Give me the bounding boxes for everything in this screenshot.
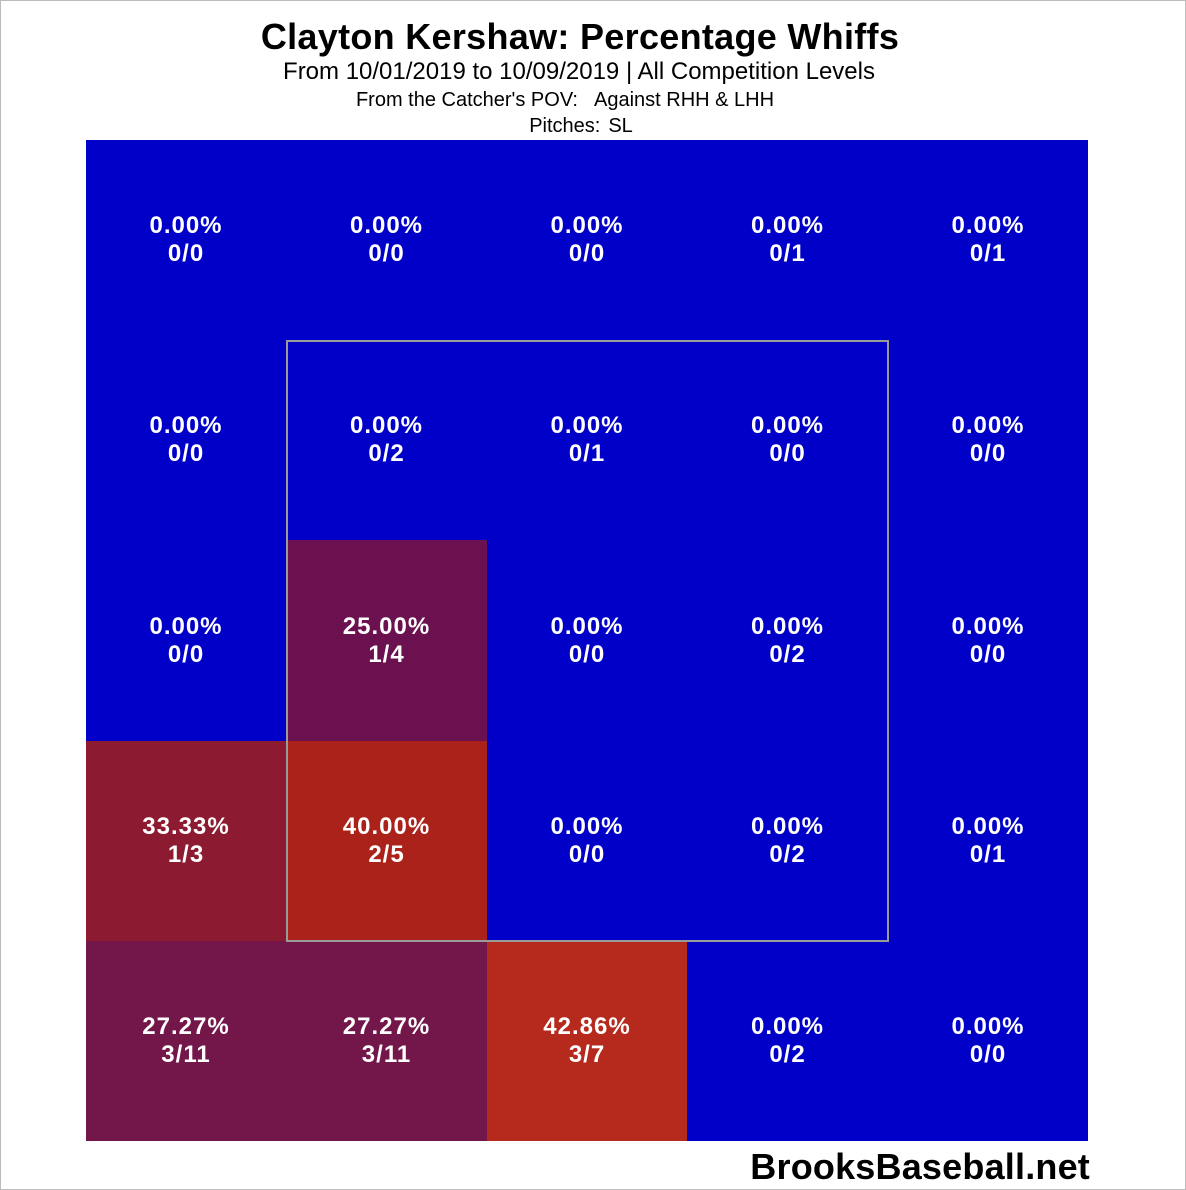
zone-cell-r5-c1: 27.27% 3/11 (86, 941, 286, 1141)
cell-count: 0/1 (969, 240, 1007, 267)
zone-cell-r2-c5: 0.00% 0/0 (888, 340, 1088, 540)
cell-count: 0/2 (769, 841, 806, 868)
cell-percentage: 0.00% (149, 612, 223, 640)
zone-cell-r4-c1: 33.33% 1/3 (86, 741, 286, 941)
cell-percentage: 0.00% (750, 612, 825, 640)
zone-cell-r1-c5: 0.00% 0/1 (888, 140, 1088, 340)
cell-percentage: 0.00% (550, 412, 624, 439)
pitches-value: SL (608, 115, 633, 137)
cell-count: 0/0 (167, 240, 205, 267)
cell-count: 1/4 (368, 640, 405, 668)
cell-count: 0/0 (769, 440, 806, 467)
cell-percentage: 27.27% (342, 1013, 431, 1040)
cell-count: 0/0 (969, 640, 1007, 668)
cell-percentage: 0.00% (951, 612, 1025, 640)
cell-percentage: 40.00% (342, 813, 431, 840)
cell-count: 0/0 (969, 440, 1007, 467)
cell-percentage: 0.00% (951, 1013, 1025, 1040)
zone-cell-r2-c2: 0.00% 0/2 (286, 340, 487, 540)
zone-cell-r2-c4: 0.00% 0/0 (687, 340, 888, 540)
cell-count: 0/0 (568, 640, 606, 668)
pitches-line: Pitches: SL (0, 115, 1162, 138)
cell-percentage: 0.00% (149, 212, 223, 239)
cell-count: 0/0 (167, 640, 205, 668)
chart-title: Clayton Kershaw: Percentage Whiffs (260, 16, 900, 57)
zone-cell-r1-c4: 0.00% 0/1 (687, 140, 888, 340)
cell-percentage: 0.00% (951, 813, 1025, 840)
zone-heatmap: 0.00% 0/0 0.00% 0/0 0.00% 0/0 0.00% 0/1 0.00% 0/1… (86, 140, 1088, 1141)
cell-percentage: 0.00% (550, 212, 624, 239)
zone-cell-r2-c1: 0.00% 0/0 (86, 340, 286, 540)
cell-percentage: 0.00% (750, 1013, 825, 1040)
cell-percentage: 0.00% (750, 212, 825, 239)
cell-count: 0/0 (568, 240, 606, 267)
cell-count: 3/7 (568, 1041, 606, 1068)
cell-percentage: 0.00% (750, 412, 825, 439)
cell-count: 1/3 (167, 841, 205, 868)
cell-percentage: 25.00% (342, 612, 431, 640)
cell-percentage: 0.00% (349, 212, 424, 239)
cell-count: 0/2 (769, 1041, 806, 1068)
cell-percentage: 0.00% (149, 412, 223, 439)
zone-cell-r1-c2: 0.00% 0/0 (286, 140, 487, 340)
zone-cell-r4-c4: 0.00% 0/2 (687, 741, 888, 941)
cell-count: 0/1 (568, 440, 606, 467)
cell-count: 0/2 (769, 640, 806, 668)
cell-count: 0/0 (969, 1041, 1007, 1068)
zone-cell-r2-c3: 0.00% 0/1 (487, 340, 687, 540)
zone-cell-r5-c4: 0.00% 0/2 (687, 941, 888, 1141)
cell-count: 2/5 (368, 841, 405, 868)
zone-cell-r1-c1: 0.00% 0/0 (86, 140, 286, 340)
cell-count: 0/0 (368, 240, 405, 267)
cell-count: 0/0 (167, 440, 205, 467)
zone-cell-r3-c1: 0.00% 0/0 (86, 540, 286, 741)
cell-percentage: 0.00% (550, 813, 624, 840)
cell-percentage: 27.27% (142, 1013, 230, 1040)
zone-cell-r3-c3: 0.00% 0/0 (487, 540, 687, 741)
cell-count: 3/11 (361, 1041, 412, 1068)
zone-cell-r4-c5: 0.00% 0/1 (888, 741, 1088, 941)
pov-line: From the Catcher's POV: Against RHH & LHH (0, 89, 1130, 112)
brooks-watermark: BrooksBaseball.net (750, 1146, 1090, 1187)
zone-cell-r4-c3: 0.00% 0/0 (487, 741, 687, 941)
cell-percentage: 33.33% (142, 813, 230, 840)
cell-count: 3/11 (161, 1041, 211, 1068)
cell-count: 0/1 (769, 240, 806, 267)
cell-percentage: 0.00% (349, 412, 424, 439)
cell-percentage: 0.00% (951, 412, 1025, 439)
pov-label: From the Catcher's POV: (355, 89, 578, 111)
zone-cell-r3-c2: 25.00% 1/4 (286, 540, 487, 741)
zone-cell-r4-c2: 40.00% 2/5 (286, 741, 487, 941)
pitches-label: Pitches: (529, 115, 601, 137)
zone-cell-r5-c5: 0.00% 0/0 (888, 941, 1088, 1141)
cell-percentage: 0.00% (750, 813, 825, 840)
zone-cell-r5-c2: 27.27% 3/11 (286, 941, 487, 1141)
cell-count: 0/2 (368, 440, 405, 467)
cell-percentage: 0.00% (550, 612, 624, 640)
cell-count: 0/1 (969, 841, 1007, 868)
chart-subtitle: From 10/01/2019 to 10/09/2019 | All Comp… (283, 58, 875, 85)
batter-label: Against RHH & LHH (593, 89, 775, 111)
cell-percentage: 42.86% (543, 1013, 631, 1040)
zone-cell-r3-c4: 0.00% 0/2 (687, 540, 888, 741)
zone-cell-r3-c5: 0.00% 0/0 (888, 540, 1088, 741)
zone-cell-r5-c3: 42.86% 3/7 (487, 941, 687, 1141)
cell-count: 0/0 (568, 841, 606, 868)
cell-percentage: 0.00% (951, 212, 1025, 239)
zone-cell-r1-c3: 0.00% 0/0 (487, 140, 687, 340)
